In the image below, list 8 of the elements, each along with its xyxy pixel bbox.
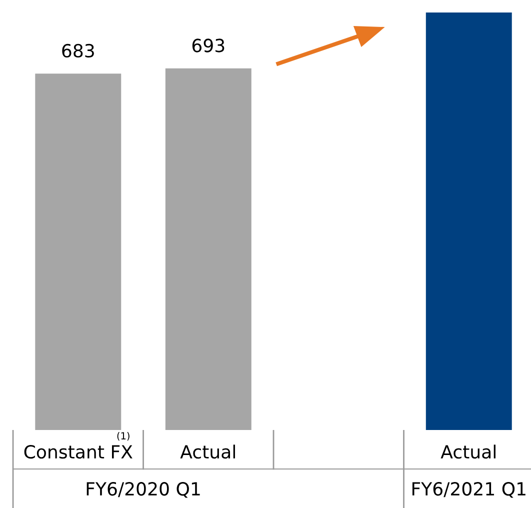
text: (1) [117, 432, 130, 441]
x-tick-label: Actual [180, 444, 235, 459]
text: FY6/2020 Q1 [86, 482, 200, 498]
data-label: 693 [192, 38, 224, 52]
x-tick-label: Constant FX [24, 444, 132, 459]
data-label: 683 [62, 44, 94, 58]
x-tick-label: Actual [440, 444, 496, 459]
text: FY6/2021 Q1 [412, 482, 526, 498]
